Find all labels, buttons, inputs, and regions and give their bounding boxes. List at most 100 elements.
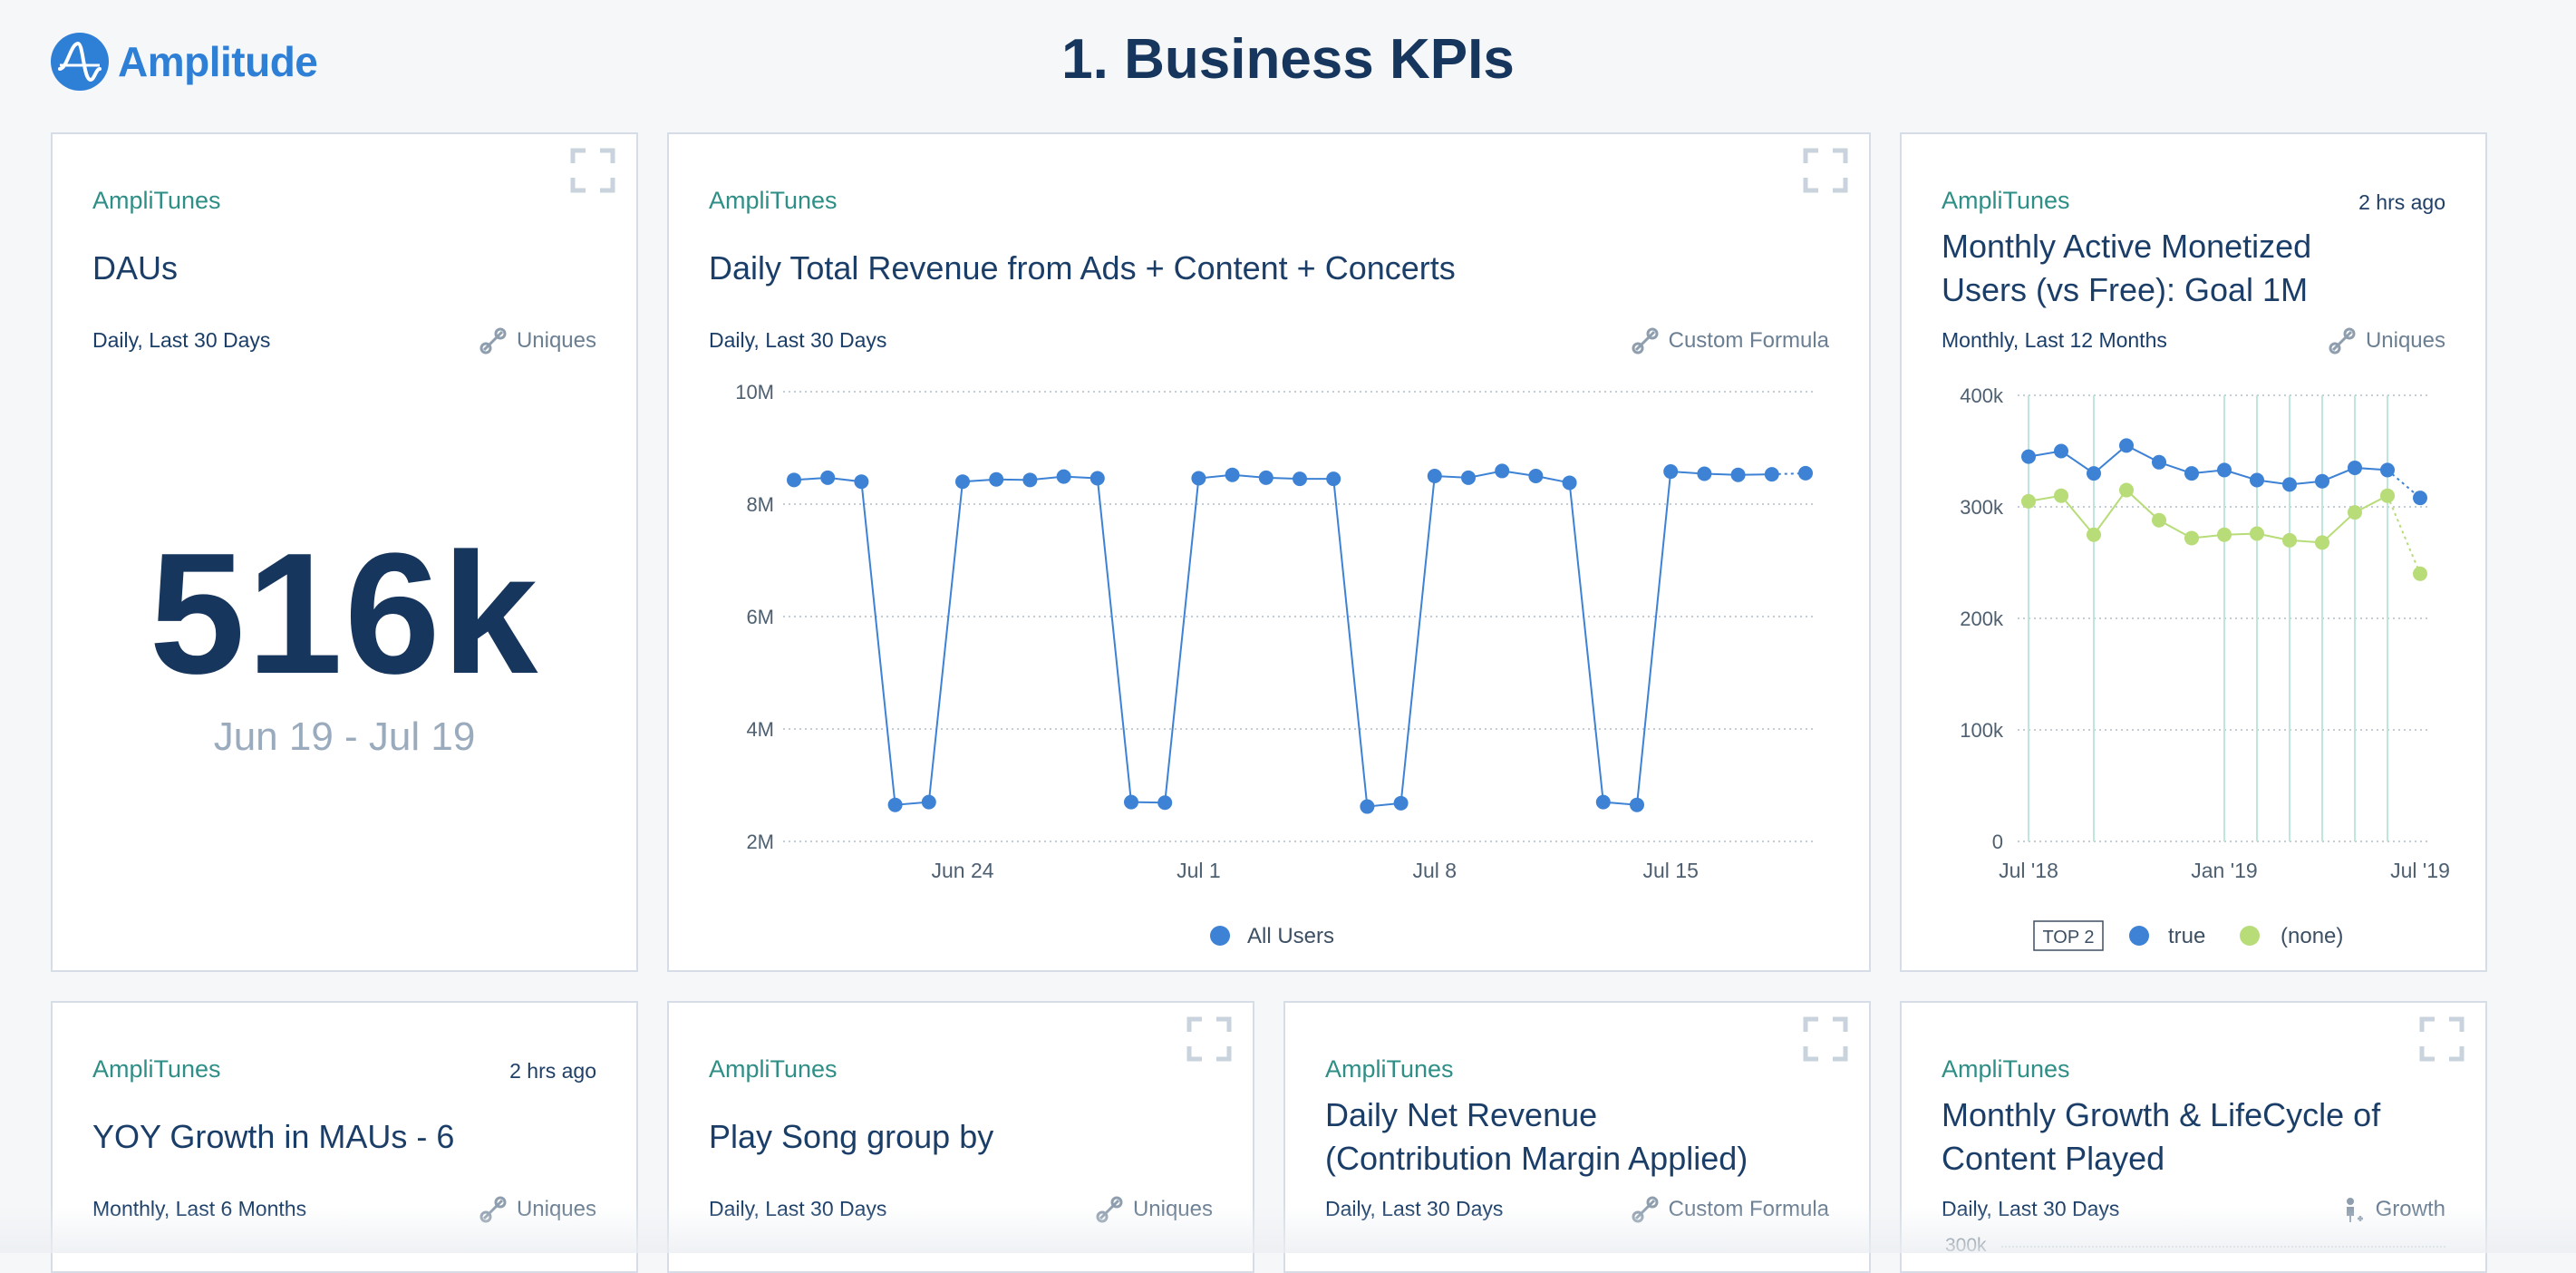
card-title[interactable]: Monthly Active Monetized Users (vs Free)… xyxy=(1942,225,2311,312)
page-title: 1. Business KPIs xyxy=(1061,28,1515,91)
expand-icon[interactable] xyxy=(1802,147,1849,194)
data-point xyxy=(2184,466,2199,481)
card-metric-label: Growth xyxy=(2375,1197,2445,1221)
data-point xyxy=(2380,488,2395,503)
card-source[interactable]: AmpliTunes xyxy=(1942,1055,2070,1083)
y-tick-label: 2M xyxy=(746,831,774,853)
card-title[interactable]: YOY Growth in MAUs - 6 xyxy=(92,1118,455,1155)
x-tick-label: Jul '18 xyxy=(1999,859,2058,882)
card-title[interactable]: DAUs xyxy=(92,249,179,287)
card-title-line: Content Played xyxy=(1942,1140,2165,1177)
card-title[interactable]: Play Song group by xyxy=(709,1118,994,1155)
expand-icon[interactable] xyxy=(1802,1015,1849,1063)
card-range: Monthly, Last 6 Months xyxy=(92,1197,307,1220)
expand-icon[interactable] xyxy=(1186,1015,1233,1063)
link-icon xyxy=(479,327,507,355)
card-range: Daily, Last 30 Days xyxy=(709,1197,887,1220)
card-title-line: Monthly Growth & LifeCycle of xyxy=(1942,1096,2381,1133)
data-point xyxy=(854,474,869,490)
card-metric: Uniques xyxy=(2328,326,2445,355)
card-metric-label: Uniques xyxy=(516,1197,596,1221)
data-point xyxy=(2315,535,2329,550)
series-line xyxy=(2028,444,2388,486)
card-range: Monthly, Last 12 Months xyxy=(1942,328,2167,352)
link-icon xyxy=(1632,1196,1659,1223)
card-source[interactable]: AmpliTunes xyxy=(92,1055,221,1083)
data-point xyxy=(1730,467,1746,482)
card-title[interactable]: Monthly Growth & LifeCycle of Content Pl… xyxy=(1942,1093,2380,1181)
card-title[interactable]: Daily Net Revenue (Contribution Margin A… xyxy=(1325,1093,1748,1181)
amplitude-logo[interactable]: Amplitude xyxy=(51,33,318,91)
y-tick-label: 4M xyxy=(746,718,774,741)
data-point xyxy=(1393,795,1409,811)
card-total-revenue[interactable]: AmpliTunes Daily Total Revenue from Ads … xyxy=(667,132,1871,972)
data-point xyxy=(787,472,801,488)
y-tick-label: 8M xyxy=(746,493,774,516)
card-metric: Uniques xyxy=(479,1195,596,1224)
series-line xyxy=(793,470,1772,808)
card-source[interactable]: AmpliTunes xyxy=(92,187,221,214)
y-tick-label: 400k xyxy=(1960,384,2004,407)
gridline xyxy=(2001,1246,2445,1248)
data-point xyxy=(2119,482,2134,498)
data-point xyxy=(2413,491,2427,506)
legend-label: true xyxy=(2168,924,2205,948)
expand-icon[interactable] xyxy=(2418,1015,2465,1063)
data-point xyxy=(1225,467,1240,482)
data-point xyxy=(1056,469,1071,484)
data-point xyxy=(1562,475,1577,491)
card-source[interactable]: AmpliTunes xyxy=(709,1055,838,1083)
data-point xyxy=(2054,488,2068,503)
data-point xyxy=(1022,472,1038,488)
x-tick-label: Jan '19 xyxy=(2191,859,2257,882)
card-yoy-growth[interactable]: AmpliTunes 2 hrs ago YOY Growth in MAUs … xyxy=(51,1001,638,1273)
data-point xyxy=(2250,526,2264,541)
card-range: Daily, Last 30 Days xyxy=(1325,1197,1504,1220)
legend-badge-label: TOP 2 xyxy=(2042,928,2094,947)
card-metric: Uniques xyxy=(479,326,596,355)
card-play-song[interactable]: AmpliTunes Play Song group by Daily, Las… xyxy=(667,1001,1254,1273)
y-tick-label: 100k xyxy=(1960,719,2004,742)
revenue-line-chart[interactable]: 2M 4M 6M 8M 10M Jun 24 Jul 1 Jul 8 Jul 15 All Use… xyxy=(669,134,1873,974)
card-metric: Uniques xyxy=(1095,1195,1213,1224)
card-updated-time: 2 hrs ago xyxy=(509,1059,596,1083)
data-point xyxy=(1528,469,1544,483)
card-net-revenue[interactable]: AmpliTunes Daily Net Revenue (Contributi… xyxy=(1283,1001,1871,1273)
data-point xyxy=(2217,527,2232,542)
data-point xyxy=(2282,477,2297,492)
card-title[interactable]: Daily Total Revenue from Ads + Content +… xyxy=(709,249,1456,287)
x-tick-label: Jun 24 xyxy=(931,859,993,882)
card-metric-label: Uniques xyxy=(2365,328,2445,353)
app-name: Amplitude xyxy=(118,38,318,85)
card-daus[interactable]: AmpliTunes DAUs Daily, Last 30 Days Uniq… xyxy=(51,132,638,972)
data-point xyxy=(989,471,1004,487)
data-point xyxy=(1697,466,1712,481)
legend-badge xyxy=(2033,920,2104,951)
card-title-line: (Contribution Margin Applied) xyxy=(1325,1140,1748,1177)
expand-icon[interactable] xyxy=(569,147,616,194)
card-metric: Custom Formula xyxy=(1631,1195,1829,1224)
card-source[interactable]: AmpliTunes xyxy=(1942,187,2070,214)
x-tick-label: Jul 1 xyxy=(1177,859,1221,882)
data-point xyxy=(2054,443,2068,459)
card-source[interactable]: AmpliTunes xyxy=(1325,1055,1454,1083)
legend-label: (none) xyxy=(2281,924,2343,948)
data-point xyxy=(1124,794,1138,810)
data-point xyxy=(1798,465,1813,481)
monetized-line-chart[interactable]: 0 100k 200k 300k 400k Jul '18 Jan '19 Jul '19 TO… xyxy=(1902,134,2489,974)
data-point xyxy=(2152,512,2166,528)
card-metric-label: Uniques xyxy=(516,328,596,353)
x-tick-label: Jul '19 xyxy=(2390,859,2450,882)
data-point xyxy=(1293,471,1307,487)
data-point xyxy=(1258,470,1273,485)
card-range: Daily, Last 30 Days xyxy=(92,328,271,352)
series-line-incomplete xyxy=(2387,495,2421,575)
card-growth-lifecycle[interactable]: AmpliTunes Monthly Growth & LifeCycle of… xyxy=(1900,1001,2487,1273)
x-tick-label: Jul 15 xyxy=(1643,859,1699,882)
card-metric: Custom Formula xyxy=(1631,326,1829,355)
data-point xyxy=(1191,471,1206,486)
y-tick-label: 6M xyxy=(746,606,774,628)
card-source[interactable]: AmpliTunes xyxy=(709,187,838,214)
card-monetized-users[interactable]: AmpliTunes 2 hrs ago Monthly Active Mone… xyxy=(1900,132,2487,972)
data-point xyxy=(1495,463,1510,479)
